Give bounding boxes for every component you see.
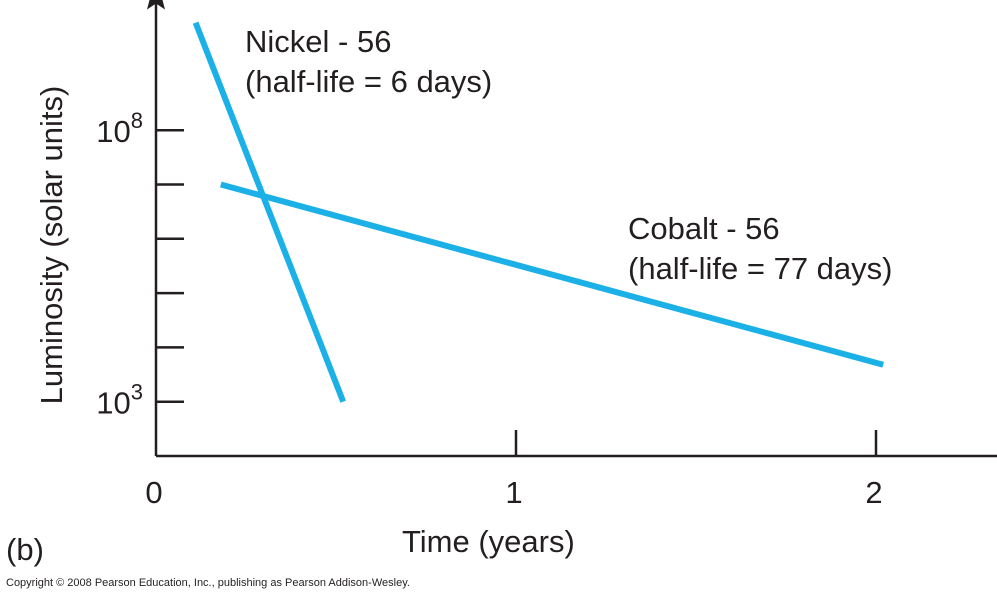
nickel-decay-line: [192, 21, 346, 403]
x-tick-label: 1: [505, 475, 522, 510]
axes: [147, 0, 997, 458]
ticks: 0 1 2 103 108: [96, 108, 882, 510]
y-tick-label: 103: [96, 380, 143, 421]
nickel-label: Nickel - 56: [245, 24, 391, 59]
x-tick-label: 2: [865, 475, 882, 510]
cobalt-half-life: (half-life = 77 days): [628, 251, 892, 286]
series-lines: [192, 21, 884, 403]
y-axis-title: Luminosity (solar units): [34, 86, 69, 405]
copyright-notice: Copyright © 2008 Pearson Education, Inc.…: [6, 577, 410, 589]
cobalt-label: Cobalt - 56: [628, 211, 780, 246]
nickel-half-life: (half-life = 6 days): [245, 64, 492, 99]
x-axis-title: Time (years): [402, 524, 575, 559]
y-axis-arrowhead: [147, 0, 165, 10]
panel-label: (b): [6, 532, 44, 567]
y-tick-label: 108: [96, 108, 143, 149]
cobalt-decay-line: [220, 181, 884, 368]
x-tick-label: 0: [145, 475, 162, 510]
